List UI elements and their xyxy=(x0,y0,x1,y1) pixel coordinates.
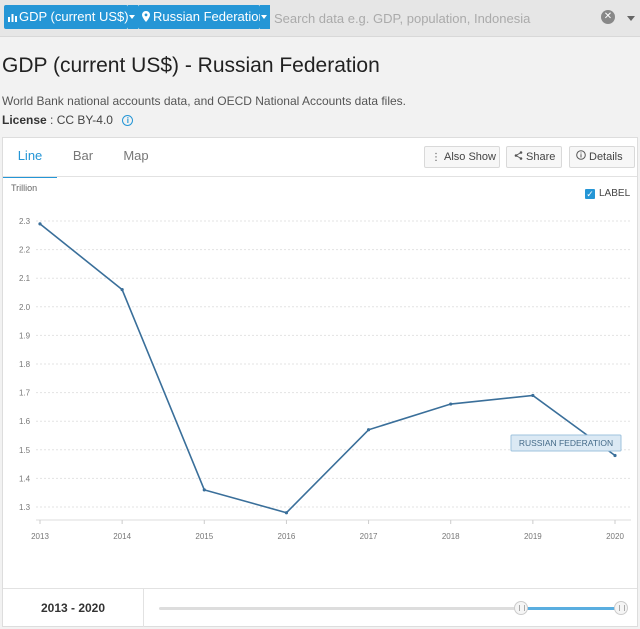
data-point xyxy=(449,402,453,406)
year-range-label: 2013 - 2020 xyxy=(40,601,106,615)
y-tick-label: 2.1 xyxy=(19,274,31,283)
series-label: RUSSIAN FEDERATION xyxy=(519,438,613,448)
info-circle-icon xyxy=(576,147,586,168)
y-tick-label: 1.9 xyxy=(19,331,31,340)
slider-start-handle[interactable] xyxy=(513,601,528,615)
chevron-down-icon[interactable] xyxy=(627,16,635,21)
checkbox-checked-icon[interactable]: ✓ xyxy=(585,189,595,199)
details-label: Details xyxy=(589,151,623,163)
range-separator xyxy=(143,589,144,627)
share-button[interactable]: Share xyxy=(506,146,562,168)
data-point xyxy=(38,222,42,226)
y-tick-label: 1.7 xyxy=(19,389,31,398)
data-point xyxy=(531,393,535,398)
more-vertical-icon: ⋮ xyxy=(431,152,441,163)
data-point xyxy=(613,453,617,458)
details-button[interactable]: Details xyxy=(569,146,635,168)
also-show-button[interactable]: ⋮ Also Show xyxy=(424,146,500,168)
page-title: GDP (current US$) - Russian Federation xyxy=(2,54,380,77)
footer-divider xyxy=(3,588,637,589)
search-bar: GDP (current US$) Russian Federation ✕ xyxy=(0,0,640,37)
year-range-slider[interactable] xyxy=(159,601,628,615)
license-line: License : CC BY-4.0 i xyxy=(2,113,134,127)
series-line xyxy=(39,223,616,514)
indicator-chip-label: GDP (current US$) xyxy=(19,9,129,24)
series-label-box xyxy=(510,434,622,452)
also-show-label: Also Show xyxy=(444,151,496,163)
slider-selected-range xyxy=(520,607,621,610)
chevron-down-icon[interactable] xyxy=(260,5,270,29)
bar-chart-icon xyxy=(8,6,17,30)
chart-panel: Line Bar Map ⋮ Also Show Share Details Tr… xyxy=(2,137,638,627)
x-tick-label: 2015 xyxy=(195,532,213,541)
info-icon[interactable]: i xyxy=(122,115,134,126)
search-input[interactable] xyxy=(272,6,596,30)
share-label: Share xyxy=(526,151,556,163)
y-axis-unit-label: Trillion xyxy=(11,183,38,193)
share-icon xyxy=(513,147,523,168)
x-tick-label: 2016 xyxy=(278,532,296,541)
y-tick-label: 2.0 xyxy=(19,303,31,312)
data-point xyxy=(284,511,289,515)
y-tick-label: 2.3 xyxy=(19,217,31,226)
y-tick-label: 1.6 xyxy=(19,417,31,426)
x-tick-label: 2018 xyxy=(442,532,460,541)
data-point xyxy=(202,488,206,492)
x-tick-label: 2014 xyxy=(113,532,131,541)
x-tick-label: 2020 xyxy=(606,532,624,541)
chevron-down-icon[interactable] xyxy=(128,5,138,29)
x-tick-label: 2013 xyxy=(31,532,49,541)
y-tick-label: 1.3 xyxy=(19,503,31,512)
tab-map[interactable]: Map xyxy=(123,148,149,163)
label-toggle[interactable]: ✓ LABEL xyxy=(585,188,630,199)
tab-bar[interactable]: Bar xyxy=(72,148,94,163)
data-point xyxy=(366,428,371,432)
x-tick-label: 2017 xyxy=(360,532,378,541)
country-chip-label: Russian Federation xyxy=(153,9,266,24)
y-tick-label: 1.8 xyxy=(19,360,31,369)
country-chip[interactable]: Russian Federation xyxy=(138,5,270,30)
source-text: World Bank national accounts data, and O… xyxy=(2,94,407,108)
line-chart: 2.3 2.2 2.1 2.0 1.9 1.8 1.7 1.6 1.5 1.4 1.3 2013 201… xyxy=(19,217,631,541)
clear-icon[interactable]: ✕ xyxy=(601,10,615,24)
tabs-divider xyxy=(3,176,637,177)
y-tick-label: 1.4 xyxy=(19,474,31,483)
label-toggle-text: LABEL xyxy=(599,188,631,199)
license-label: License xyxy=(2,113,47,127)
x-tick-label: 2019 xyxy=(524,532,542,541)
map-pin-icon xyxy=(142,6,150,30)
license-value: : CC BY-4.0 xyxy=(50,113,113,127)
indicator-chip[interactable]: GDP (current US$) xyxy=(4,5,138,30)
tab-line[interactable]: Line xyxy=(3,138,57,178)
y-tick-label: 2.2 xyxy=(19,246,31,255)
data-point xyxy=(120,288,124,292)
slider-end-handle[interactable] xyxy=(613,601,628,615)
y-tick-label: 1.5 xyxy=(19,446,31,455)
